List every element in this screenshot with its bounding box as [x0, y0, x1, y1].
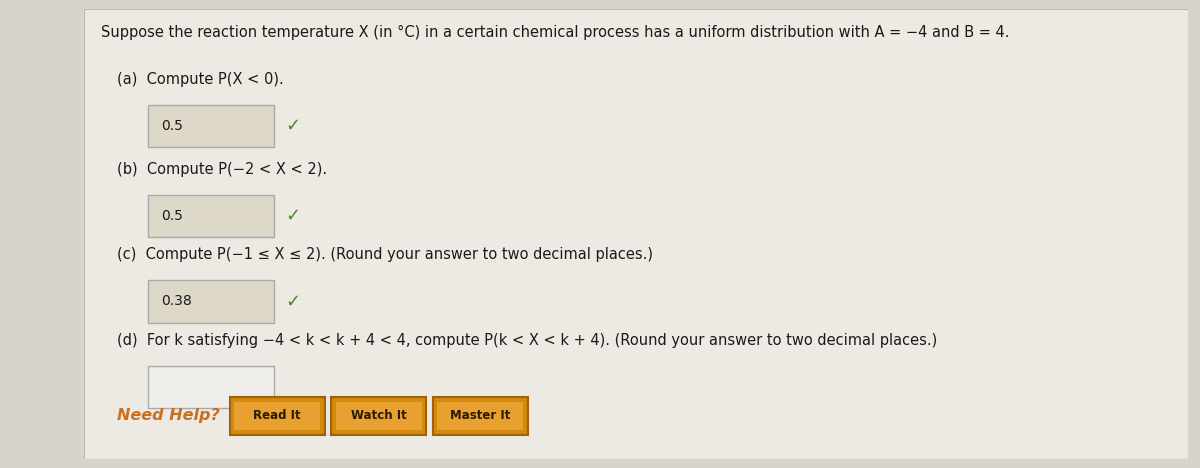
Text: 0.38: 0.38 — [161, 294, 192, 308]
Text: Watch It: Watch It — [350, 410, 407, 423]
Text: (b)  Compute P(−2 < X < 2).: (b) Compute P(−2 < X < 2). — [118, 162, 328, 177]
FancyBboxPatch shape — [148, 366, 274, 408]
Text: ✓: ✓ — [284, 117, 300, 135]
FancyBboxPatch shape — [148, 280, 274, 322]
FancyBboxPatch shape — [433, 397, 528, 435]
FancyBboxPatch shape — [148, 195, 274, 237]
FancyBboxPatch shape — [229, 397, 325, 435]
Text: ✓: ✓ — [284, 292, 300, 310]
FancyBboxPatch shape — [84, 9, 1188, 459]
FancyBboxPatch shape — [148, 105, 274, 147]
Text: Need Help?: Need Help? — [118, 409, 220, 424]
Text: ✓: ✓ — [284, 207, 300, 225]
Text: (a)  Compute P(X < 0).: (a) Compute P(X < 0). — [118, 72, 284, 87]
Text: Suppose the reaction temperature X (in °C) in a certain chemical process has a u: Suppose the reaction temperature X (in °… — [101, 25, 1009, 40]
FancyBboxPatch shape — [336, 402, 422, 431]
Text: 0.5: 0.5 — [161, 119, 184, 133]
FancyBboxPatch shape — [331, 397, 426, 435]
Text: Master It: Master It — [450, 410, 510, 423]
Text: (c)  Compute P(−1 ≤ X ≤ 2). (Round your answer to two decimal places.): (c) Compute P(−1 ≤ X ≤ 2). (Round your a… — [118, 248, 653, 263]
FancyBboxPatch shape — [437, 402, 523, 431]
Text: (d)  For k satisfying −4 < k < k + 4 < 4, compute P(k < X < k + 4). (Round your : (d) For k satisfying −4 < k < k + 4 < 4,… — [118, 333, 937, 348]
Text: 0.5: 0.5 — [161, 209, 184, 223]
FancyBboxPatch shape — [234, 402, 320, 431]
Text: Read It: Read It — [253, 410, 301, 423]
